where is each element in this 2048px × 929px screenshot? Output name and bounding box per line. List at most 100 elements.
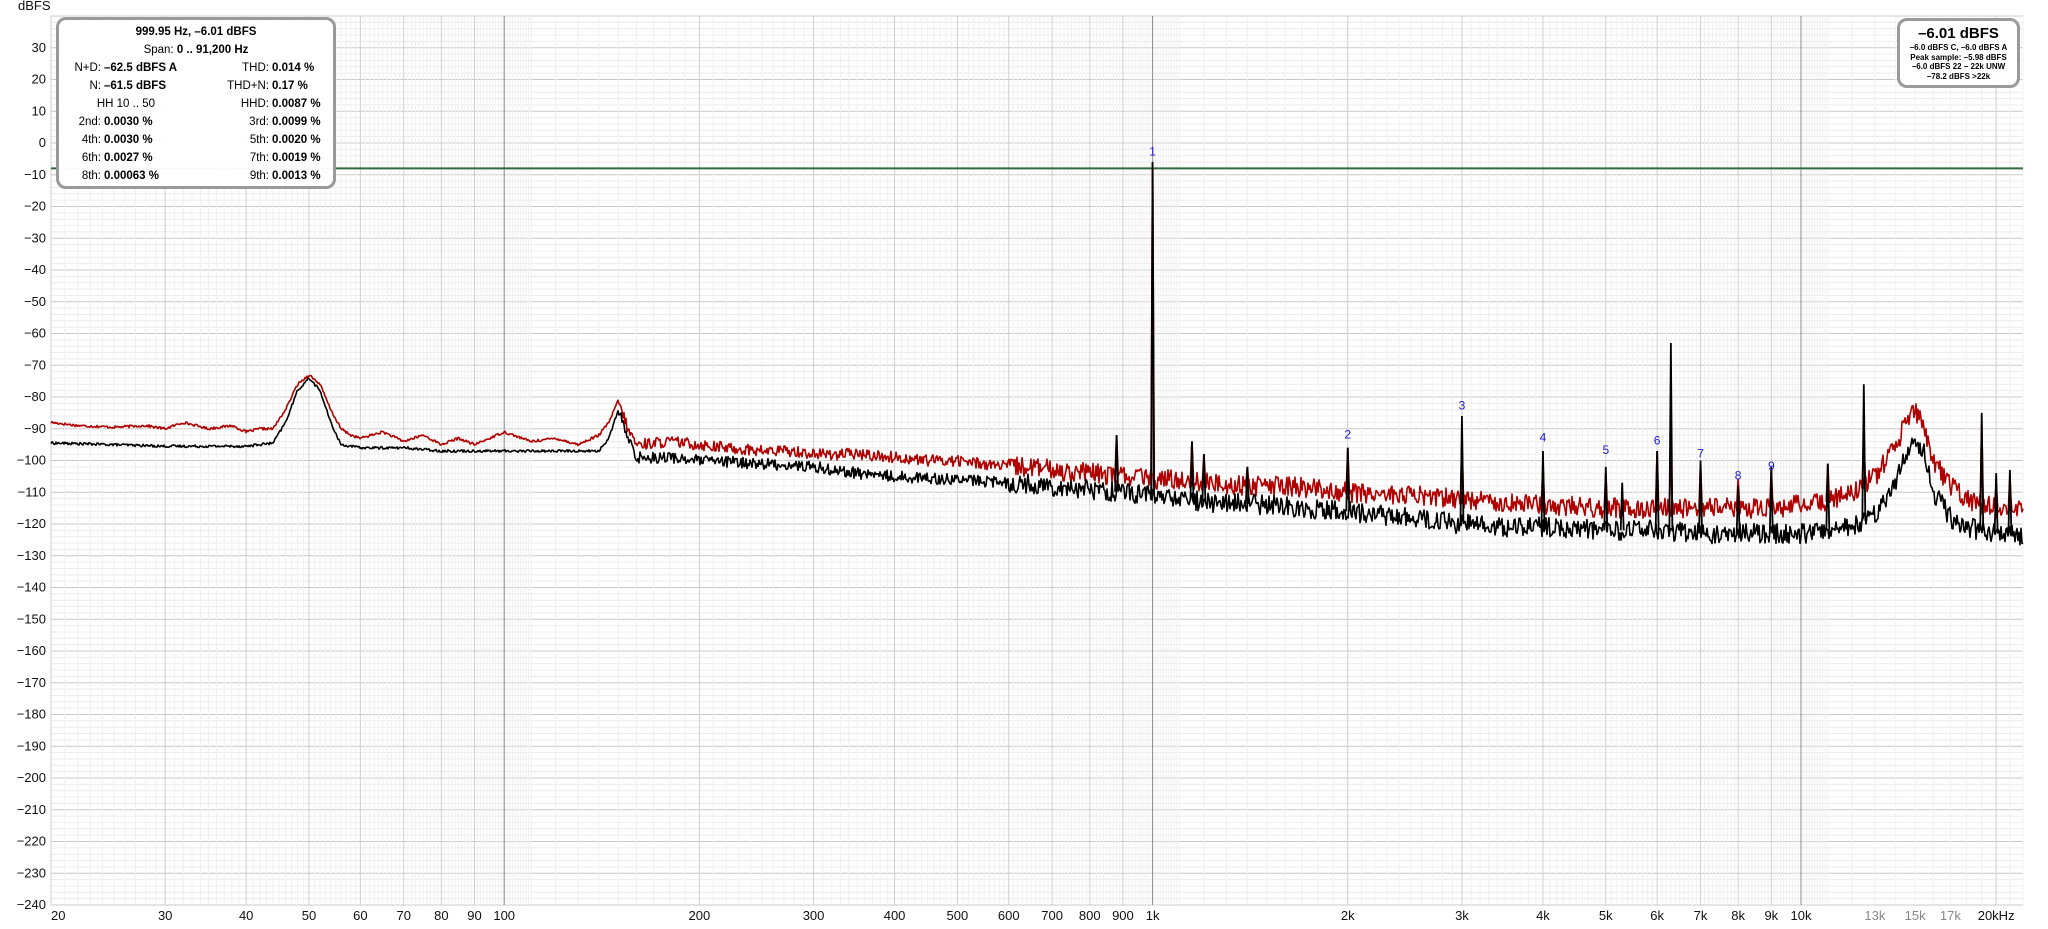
level-readout-panel[interactable]: –6.01 dBFS –6.0 dBFS C, –6.0 dBFS A Peak… — [1897, 18, 2020, 88]
x-tick-label: 70 — [397, 908, 411, 923]
series-spike — [1150, 162, 1155, 496]
x-tick-label: 200 — [689, 908, 711, 923]
x-tick-label: 20 — [51, 908, 65, 923]
x-tick-label: 4k — [1536, 908, 1550, 923]
harmonic-marker: 6 — [1654, 434, 1661, 448]
h7-label: 7th: — [249, 152, 269, 164]
level-main-value: –6.01 dBFS — [1918, 25, 1999, 42]
h3-value: 0.0099 % — [272, 116, 321, 128]
y-tick-label: 20 — [32, 72, 46, 87]
nd-label: N+D: — [74, 62, 101, 74]
h7-value: 0.0019 % — [272, 152, 321, 164]
y-tick-label: −130 — [17, 548, 46, 563]
h8-label: 8th: — [81, 170, 101, 182]
span-value: 0 .. 91,200 Hz — [176, 44, 249, 56]
series-spike — [1114, 435, 1119, 492]
h3-label: 3rd: — [249, 116, 269, 128]
y-tick-label: 0 — [39, 135, 46, 150]
y-axis-label: dBFS — [18, 0, 51, 13]
y-tick-label: −210 — [17, 802, 46, 817]
stats-header: 999.95 Hz, –6.01 dBFS — [59, 24, 333, 40]
series-spike — [1459, 416, 1465, 525]
h2-label: 2nd: — [78, 116, 101, 128]
x-tick-label: 6k — [1650, 908, 1664, 923]
thdn-value: 0.17 % — [272, 80, 308, 92]
x-tick-label: 2k — [1341, 908, 1355, 923]
series-line — [50, 377, 2024, 546]
series-spike — [1768, 466, 1774, 534]
series-spike — [2007, 470, 2013, 536]
thd-label: THD: — [242, 62, 269, 74]
h6-label: 6th: — [81, 152, 101, 164]
x-tick-label: 3k — [1455, 908, 1469, 923]
y-tick-label: −30 — [24, 230, 46, 245]
series-spike — [1189, 441, 1195, 501]
x-tick-label: 20kHz — [1978, 908, 2015, 923]
level-line-weighted: –6.0 dBFS C, –6.0 dBFS A — [1909, 43, 2008, 52]
y-tick-label: −80 — [24, 389, 46, 404]
y-tick-label: −120 — [17, 516, 46, 531]
harmonic-marker: 2 — [1344, 427, 1351, 441]
y-tick-label: −140 — [17, 580, 46, 595]
harmonic-markers: 1 2 3 4 5 6 7 8 9 — [1149, 145, 1775, 483]
x-tick-label: 7k — [1694, 908, 1708, 923]
y-tick-label: −10 — [24, 167, 46, 182]
h4-label: 4th: — [81, 134, 101, 146]
span-label: Span: — [143, 44, 174, 56]
x-tick-label: 40 — [239, 908, 253, 923]
y-tick-label: −90 — [24, 421, 46, 436]
h9-label: 9th: — [249, 170, 269, 182]
series-spike — [1698, 460, 1703, 534]
y-tick-label: −160 — [17, 643, 46, 658]
level-line-peak: Peak sample: –5.98 dBFS — [1910, 52, 2007, 62]
y-tick-label: −230 — [17, 865, 46, 880]
y-tick-label: −200 — [17, 770, 46, 785]
y-tick-label: −150 — [17, 611, 46, 626]
stats-row-nd-thd: N+D: –62.5 dBFS A THD: 0.014 % — [59, 60, 333, 76]
y-tick-label: −190 — [17, 738, 46, 753]
stats-row-h2-h3: 2nd: 0.0030 % 3rd: 0.0099 % — [59, 114, 333, 130]
x-tick-label: 500 — [947, 908, 969, 923]
stats-row-h6-h7: 6th: 0.0027 % 7th: 0.0019 % — [59, 150, 333, 166]
h6-value: 0.0027 % — [104, 152, 153, 164]
stats-row-hh: HH 10 .. 50 HHD: 0.0087 % — [59, 96, 333, 112]
harmonic-marker: 1 — [1149, 145, 1156, 159]
x-tick-label: 9k — [1764, 908, 1778, 923]
series-spike — [1603, 466, 1609, 531]
series-spike — [1244, 466, 1250, 505]
x-tick-label: 50 — [302, 908, 316, 923]
x-tick-label: 5k — [1599, 908, 1613, 923]
harmonic-marker: 3 — [1459, 399, 1466, 413]
thd-value: 0.014 % — [272, 62, 315, 74]
stats-row-n-thdn: N: –61.5 dBFS THD+N: 0.17 % — [59, 78, 333, 94]
x-tick-label: 1k — [1146, 908, 1160, 923]
harmonic-marker: 9 — [1768, 459, 1775, 473]
series-spike — [1979, 412, 1985, 531]
series-spike — [1540, 450, 1546, 528]
stats-row-h4-h5: 4th: 0.0030 % 5th: 0.0020 % — [59, 132, 333, 148]
y-tick-label: −70 — [24, 357, 46, 372]
hhd-label: HHD: — [240, 98, 269, 110]
analysis-stats-panel[interactable]: 999.95 Hz, –6.01 dBFS Span: 0 .. 91,200 … — [56, 17, 336, 189]
x-tick-label: 400 — [884, 908, 906, 923]
hhd-value: 0.0087 % — [272, 98, 321, 110]
nd-value: –62.5 dBFS A — [104, 62, 178, 74]
x-tick-label: 300 — [803, 908, 825, 923]
x-tick-label: 60 — [353, 908, 367, 923]
y-tick-label: −240 — [17, 897, 46, 912]
y-tick-label: −50 — [24, 294, 46, 309]
y-tick-label: −20 — [24, 199, 46, 214]
stats-span: Span: 0 .. 91,200 Hz — [59, 42, 333, 58]
series-spike — [1993, 473, 1999, 534]
x-tick-label: 17k — [1940, 908, 1961, 923]
series-spike — [1345, 447, 1351, 512]
series-layer — [50, 162, 2024, 546]
series-spike — [1201, 454, 1207, 502]
y-axis-ticks: 30 20 10 0 −10 −20 −30 −40 −50 −60 −70 −80 −90 −100 −1… — [17, 40, 46, 912]
h2-value: 0.0030 % — [104, 116, 153, 128]
series-spike — [1619, 482, 1625, 531]
stats-header-main: 999.95 Hz, –6.01 dBFS — [135, 26, 257, 38]
level-line-above-22k: –78.2 dBFS >22k — [1926, 71, 1991, 81]
stats-row-h8-h9: 8th: 0.00063 % 9th: 0.0013 % — [59, 168, 333, 184]
series-spike — [1735, 485, 1741, 534]
